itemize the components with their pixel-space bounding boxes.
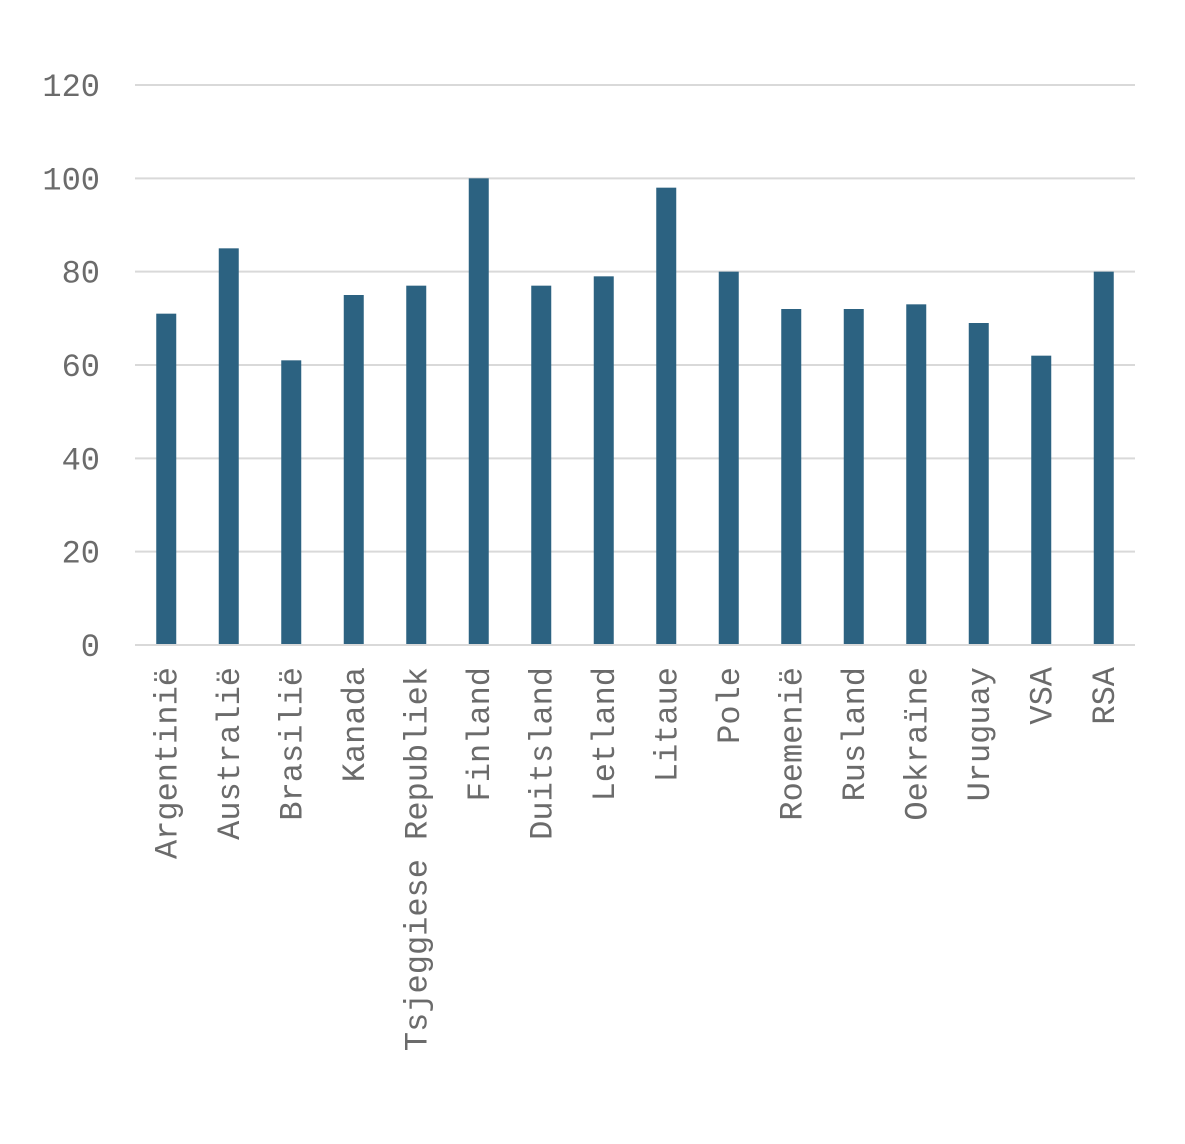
bar: [1093, 271, 1114, 645]
bar: [593, 276, 614, 645]
y-tick-label: 20: [62, 536, 100, 573]
x-tick-label: Kanada: [337, 667, 374, 782]
x-tick-label: Uruguay: [962, 667, 999, 801]
bar: [468, 178, 489, 646]
x-tick-label: Finland: [462, 667, 499, 801]
x-tick-label: Duitsland: [524, 667, 561, 840]
y-tick-label: 100: [42, 162, 100, 199]
bar: [968, 323, 989, 645]
bar: [531, 285, 552, 645]
bar: [281, 360, 302, 645]
x-tick-label: Rusland: [837, 667, 874, 801]
x-tick-label: Argentinië: [149, 667, 186, 859]
bar: [781, 309, 802, 645]
bar: [343, 295, 364, 645]
x-tick-label: Oekraïne: [899, 667, 936, 821]
bar: [406, 285, 427, 645]
y-tick-label: 80: [62, 256, 100, 293]
x-tick-label: Litaue: [649, 667, 686, 782]
x-tick-label: Australië: [212, 667, 249, 840]
x-axis-category-labels: Argentinië Australië Brasilië Kanada Tsjeggi…: [149, 666, 1124, 1051]
x-tick-label: VSA: [1024, 666, 1061, 724]
x-tick-label: Tsjeggiese Republiek: [399, 667, 436, 1051]
x-tick-label: Pole: [712, 667, 749, 744]
x-tick-label: RSA: [1087, 666, 1124, 724]
bar: [906, 304, 927, 645]
bar: [156, 313, 177, 645]
bar: [843, 309, 864, 645]
bar: [656, 187, 677, 645]
bar: [718, 271, 739, 645]
x-tick-label: Roemenië: [774, 667, 811, 821]
y-tick-label: 60: [62, 349, 100, 386]
y-tick-label: 120: [42, 69, 100, 106]
y-tick-label: 0: [81, 629, 100, 666]
bars: [156, 178, 1114, 646]
gridlines: [135, 84, 1135, 553]
y-axis-tick-labels: 0 20 40 60 80 100 120: [42, 69, 100, 666]
bar: [218, 248, 239, 646]
x-tick-label: Brasilië: [274, 667, 311, 821]
bar: [1031, 355, 1052, 645]
x-tick-label: Letland: [587, 667, 624, 801]
y-tick-label: 40: [62, 442, 100, 479]
